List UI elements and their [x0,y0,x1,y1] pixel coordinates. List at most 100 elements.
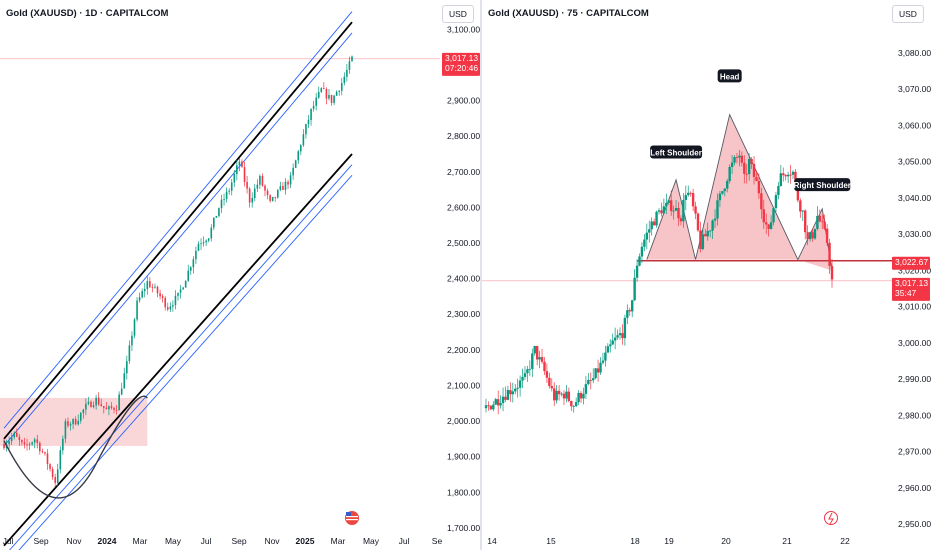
y-tick-label: 2,900.00 [447,96,480,106]
candle-body [635,265,639,278]
candle-body [166,307,169,310]
candle-body [570,401,573,407]
candle-body [767,224,770,229]
candle-body [172,305,174,307]
candle-body [818,215,822,222]
candle-body [161,296,164,298]
candle-body [701,234,705,250]
candle-body [711,220,714,231]
daily-chart-pane[interactable]: Gold (XAUUSD) · 1D · CAPITALCOM USD Jul S… [0,0,480,550]
candle-body [543,361,546,372]
candle-body [154,286,156,288]
candle-body [123,373,126,389]
candle-body [808,232,812,240]
candle-body [506,390,510,400]
candle-body [772,208,775,223]
candle-body [28,444,31,446]
intraday-chart-pane[interactable]: Gold (XAUUSD) · 75 · CAPITALCOM USD Left… [482,0,932,550]
candle-body [806,232,809,240]
candle-body [779,173,783,187]
candle-body [46,453,49,465]
candle-body [10,437,13,442]
candle-body [146,281,149,289]
pane-divider[interactable] [480,0,482,550]
candle-body [131,335,133,346]
y-tick-label: 2,950.00 [898,519,931,529]
right-shoulder-label: Right Shoulder [794,181,851,190]
x-tick-label: 22 [840,536,850,546]
lightning-icon [828,512,834,525]
candle-body [609,344,612,347]
candle-body [830,265,834,280]
candle-body [335,91,338,96]
candle-body [169,306,172,310]
candle-body [704,234,707,237]
candle-body [56,469,59,483]
candle-body [159,293,161,297]
candle-body [553,388,556,401]
candle-body [655,211,658,226]
y-tick-label: 2,980.00 [898,410,931,420]
candle-body [113,408,115,410]
candle-body [691,193,695,207]
head-label: Head [720,72,740,81]
candle-body [164,297,167,308]
candle-body [621,333,624,339]
candle-body [284,181,287,190]
candle-body [821,221,824,223]
candle-body [669,200,673,212]
candle-body [310,108,312,120]
candle-body [811,232,814,239]
candle-body [794,171,797,183]
y-tick-label: 2,100.00 [447,380,480,390]
head-label-bg [717,69,742,83]
candle-body [660,210,663,214]
candle-body [777,186,780,196]
candle-body [276,190,279,198]
candle-body [825,228,829,243]
candle-body [253,188,256,199]
candle-body [210,227,213,239]
candle-body [730,162,734,168]
candle-body [509,390,512,395]
candle-body [706,230,709,237]
candle-body [315,97,317,106]
candle-body [72,418,74,425]
last-price-tag: 3,017.13 [895,278,928,288]
us-flag-icon [346,519,358,521]
candle-body [589,379,592,381]
candle-body [721,191,724,194]
daily-chart-svg: Jul Sep Nov 2024 Mar May Jul Sep Nov 2025 Mar May Ju… [0,11,480,550]
candle-body [100,404,103,407]
y-tick-label: 1,900.00 [447,452,480,462]
y-tick-label: 3,060.00 [898,120,931,130]
candle-body [699,230,702,250]
candle-body [789,174,792,176]
x-tick-label: 2024 [98,536,117,546]
candle-body [623,317,627,339]
candle-body [110,406,113,409]
channel-outer-lower-b [18,175,353,550]
y-tick-label: 3,040.00 [898,193,931,203]
intraday-chart-svg: Left Shoulder Head Right Shoulder 14 15 18 19 2… [482,48,931,546]
candle-body [582,393,585,399]
candle-body [718,193,722,201]
candle-body [151,287,154,288]
candle-body [535,345,539,360]
channel-outer-upper-b [3,32,353,447]
y-tick-label: 1,700.00 [447,523,480,533]
intraday-currency-button[interactable]: USD [892,5,924,23]
candle-body [82,409,85,413]
x-tick-label: 15 [546,536,556,546]
candle-body [184,280,187,288]
candle-body [665,202,668,207]
daily-currency-button[interactable]: USD [442,5,474,23]
candle-body [317,92,320,98]
candle-body [328,94,330,99]
y-tick-label: 2,700.00 [447,167,480,177]
candle-body [79,412,82,421]
candle-body [51,469,54,478]
candle-body [3,444,5,449]
y-tick-label: 2,300.00 [447,309,480,319]
candle-body [187,270,190,281]
